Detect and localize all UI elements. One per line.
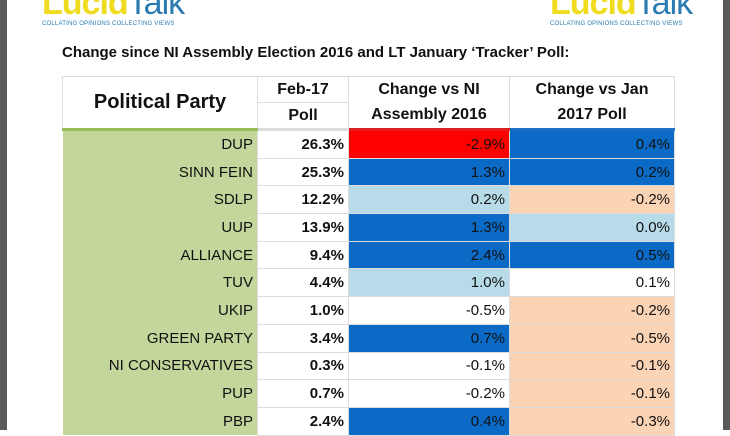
change-vs-jan-2017: 0.1% bbox=[509, 268, 675, 298]
lucidtalk-logo-right: LucidTalk COLLATING OPINIONS COLLECTING … bbox=[550, 0, 693, 27]
table-row: PBP 2.4% 0.4% -0.3% bbox=[62, 406, 675, 436]
change-vs-jan-2017: -0.1% bbox=[509, 379, 675, 408]
party-name: TUV bbox=[62, 268, 258, 297]
change-vs-ni-2016: 1.3% bbox=[348, 157, 510, 187]
party-name: GREEN PARTY bbox=[62, 324, 258, 352]
poll-value: 26.3% bbox=[257, 129, 349, 159]
poll-value: 0.7% bbox=[257, 379, 349, 408]
table-row: UKIP 1.0% -0.5% -0.2% bbox=[62, 296, 675, 325]
change-vs-ni-2016: 1.3% bbox=[348, 213, 510, 242]
change-vs-ni-2016: -0.1% bbox=[348, 351, 510, 381]
party-name: SINN FEIN bbox=[62, 158, 258, 186]
table-row: SINN FEIN 25.3% 1.3% 0.2% bbox=[62, 157, 675, 187]
change-vs-ni-2016: 0.4% bbox=[348, 406, 510, 436]
party-name: ALLIANCE bbox=[62, 241, 258, 269]
poll-table: Political Party Feb-17 Change vs NI Chan… bbox=[62, 76, 675, 436]
change-vs-ni-2016: 0.7% bbox=[348, 323, 510, 353]
change-vs-jan-2017: -0.1% bbox=[509, 351, 675, 381]
poll-value: 25.3% bbox=[257, 157, 349, 187]
party-name: UKIP bbox=[62, 296, 258, 325]
change-vs-jan-2017: -0.5% bbox=[509, 323, 675, 353]
poll-value: 3.4% bbox=[257, 323, 349, 353]
poll-value: 1.0% bbox=[257, 296, 349, 325]
table-title: Change since NI Assembly Election 2016 a… bbox=[62, 44, 570, 61]
poll-value: 2.4% bbox=[257, 406, 349, 436]
table-row: ALLIANCE 9.4% 2.4% 0.5% bbox=[62, 240, 675, 270]
change-vs-ni-2016: 0.2% bbox=[348, 185, 510, 215]
table-row: TUV 4.4% 1.0% 0.1% bbox=[62, 268, 675, 298]
poll-value: 13.9% bbox=[257, 213, 349, 242]
poll-value: 12.2% bbox=[257, 185, 349, 215]
table-row: DUP 26.3% -2.9% 0.4% bbox=[62, 129, 675, 159]
page-frame-left bbox=[0, 0, 7, 430]
table-row: GREEN PARTY 3.4% 0.7% -0.5% bbox=[62, 323, 675, 353]
poll-value: 9.4% bbox=[257, 240, 349, 270]
header-change-ni-top: Change vs NI bbox=[348, 76, 510, 103]
change-vs-jan-2017: 0.5% bbox=[509, 240, 675, 270]
header-poll: Poll bbox=[257, 102, 349, 131]
table-row: NI CONSERVATIVES 0.3% -0.1% -0.1% bbox=[62, 351, 675, 381]
change-vs-jan-2017: 0.4% bbox=[509, 129, 675, 159]
page-frame-right bbox=[723, 0, 730, 430]
party-name: NI CONSERVATIVES bbox=[62, 352, 258, 380]
header-change-jan-top: Change vs Jan bbox=[509, 76, 675, 103]
party-name: UUP bbox=[62, 213, 258, 242]
table-row: UUP 13.9% 1.3% 0.0% bbox=[62, 213, 675, 242]
party-name: PBP bbox=[62, 407, 258, 436]
poll-value: 4.4% bbox=[257, 268, 349, 298]
change-vs-ni-2016: 2.4% bbox=[348, 240, 510, 270]
header-party: Political Party bbox=[62, 76, 258, 131]
table-row: PUP 0.7% -0.2% -0.1% bbox=[62, 379, 675, 408]
change-vs-jan-2017: -0.2% bbox=[509, 296, 675, 325]
party-name: SDLP bbox=[62, 185, 258, 214]
party-name: PUP bbox=[62, 379, 258, 408]
change-vs-jan-2017: -0.3% bbox=[509, 406, 675, 436]
table-row: SDLP 12.2% 0.2% -0.2% bbox=[62, 185, 675, 215]
header-change-jan-bottom: 2017 Poll bbox=[509, 102, 675, 131]
change-vs-jan-2017: 0.2% bbox=[509, 157, 675, 187]
change-vs-ni-2016: -2.9% bbox=[348, 129, 510, 159]
change-vs-ni-2016: -0.5% bbox=[348, 296, 510, 325]
header-poll-date: Feb-17 bbox=[257, 76, 349, 103]
change-vs-ni-2016: 1.0% bbox=[348, 268, 510, 298]
lucidtalk-logo-left: LucidTalk COLLATING OPINIONS COLLECTING … bbox=[42, 0, 185, 27]
poll-value: 0.3% bbox=[257, 351, 349, 381]
change-vs-jan-2017: -0.2% bbox=[509, 185, 675, 215]
header-change-ni-bottom: Assembly 2016 bbox=[348, 102, 510, 131]
party-name: DUP bbox=[62, 129, 258, 159]
change-vs-jan-2017: 0.0% bbox=[509, 213, 675, 242]
change-vs-ni-2016: -0.2% bbox=[348, 379, 510, 408]
